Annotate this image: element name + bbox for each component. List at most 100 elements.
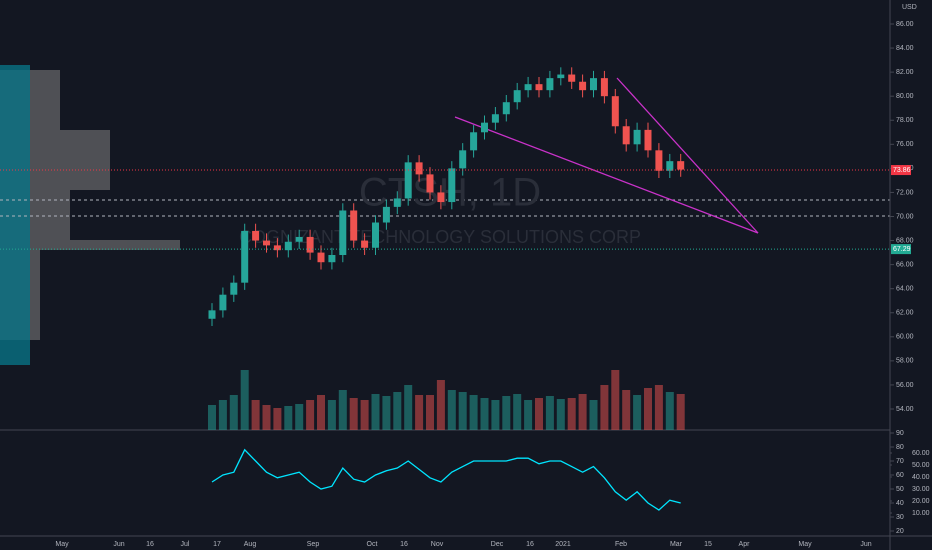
volume-bar (218, 400, 227, 430)
volume-bar (469, 395, 478, 430)
candle-body (448, 168, 456, 203)
y-tick-label: 64.00 (896, 286, 914, 293)
x-tick-label: 17 (213, 541, 221, 548)
volume-bar (208, 405, 216, 430)
profile-bars (0, 240, 180, 250)
candle-body (502, 102, 510, 115)
volume-bar (676, 394, 685, 430)
candle-body (263, 240, 270, 246)
candle-body (579, 81, 587, 91)
x-tick-label: Oct (367, 541, 378, 548)
volume-bar (317, 395, 325, 430)
r-tick-label: 40 (896, 500, 904, 507)
y-tick-label: 62.00 (896, 310, 914, 317)
volume-bar (371, 394, 380, 430)
volume-bar (600, 385, 609, 430)
volume-bar (644, 388, 652, 430)
volume-profile (0, 65, 180, 365)
r-tick-label: 70 (896, 458, 904, 465)
candle-body (470, 132, 478, 151)
x-tick-label: Jun (113, 541, 124, 548)
r2-tick-label: 20.00 (912, 498, 930, 505)
candle-body (252, 230, 260, 241)
y-tick-label: 82.00 (896, 69, 914, 76)
candle-body (513, 90, 521, 103)
candle-body (491, 114, 499, 123)
candle-body (622, 126, 630, 145)
x-tick-label: Mar (670, 541, 683, 548)
profile-bars (0, 130, 110, 190)
candle-body (415, 162, 423, 175)
volume-bar (578, 394, 587, 430)
y-tick-label: 60.00 (896, 334, 914, 341)
r-tick-label: 20 (896, 528, 904, 535)
volume-bar (338, 390, 347, 430)
r-tick-label: 80 (896, 444, 904, 451)
candle-body (426, 174, 434, 193)
y-tick-label: 54.00 (896, 406, 914, 413)
profile-bars (0, 250, 40, 340)
r-tick-label: 90 (896, 430, 904, 437)
candle-body (633, 129, 641, 145)
x-tick-label: Aug (244, 541, 257, 548)
x-tick-label: May (798, 541, 812, 548)
volume-bar (513, 394, 522, 430)
candle-body (273, 245, 281, 251)
candle-body (666, 161, 674, 171)
x-tick-label: 15 (704, 541, 712, 548)
volume-bar (567, 398, 576, 430)
r2-tick-label: 40.00 (912, 474, 930, 481)
price-tag (891, 244, 911, 255)
volume-bar (393, 392, 402, 430)
volume-bar (327, 400, 336, 430)
profile-bars (0, 190, 70, 240)
candle-body (393, 198, 401, 207)
volume-bar (251, 400, 260, 430)
volume-bar (480, 398, 489, 430)
candle-body (644, 129, 652, 151)
volume-bar (273, 408, 282, 430)
candle-body (219, 294, 227, 311)
x-tick-label: Jun (860, 541, 871, 548)
candle-body (382, 206, 390, 223)
candle-body (404, 162, 412, 199)
volume-bar (556, 399, 565, 430)
x-tick-label: 2021 (555, 541, 571, 548)
r2-tick-label: 50.00 (912, 462, 930, 469)
candle-body (328, 255, 336, 263)
r-tick-label: 30 (896, 514, 904, 521)
volume-bar (436, 380, 445, 430)
volume-bar (262, 405, 271, 430)
candle-body (306, 236, 314, 253)
volume-bar (545, 396, 554, 430)
candle-body (284, 241, 292, 251)
volume-bar (622, 390, 631, 430)
x-tick-label: Sep (307, 541, 320, 548)
candle-body (611, 96, 619, 127)
y-tick-label: 66.00 (896, 261, 914, 268)
y-tick-label: 80.00 (896, 93, 914, 100)
y-tick-label: 86.00 (896, 21, 914, 28)
profile-bars (0, 70, 60, 130)
volume-bar (458, 392, 467, 430)
candle-body (535, 84, 543, 91)
volume-bar (349, 398, 358, 430)
candle-body (437, 192, 445, 203)
volume-bar (502, 396, 511, 430)
volume-bar (447, 390, 456, 430)
candle-body (655, 150, 663, 171)
r2-tick-label: 10.00 (912, 510, 930, 517)
y-tick-label: 78.00 (896, 117, 914, 124)
trend-line (454, 116, 759, 234)
y-tick-label: 56.00 (896, 382, 914, 389)
y-tick-label: 76.00 (896, 141, 914, 148)
volume-bar (654, 385, 663, 430)
profile-bars (0, 65, 30, 365)
volume-bar (415, 395, 424, 430)
candle-body (317, 252, 325, 263)
volume-bar (535, 398, 543, 430)
candle-body (557, 74, 565, 79)
y-tick-label: 70.00 (896, 213, 914, 220)
